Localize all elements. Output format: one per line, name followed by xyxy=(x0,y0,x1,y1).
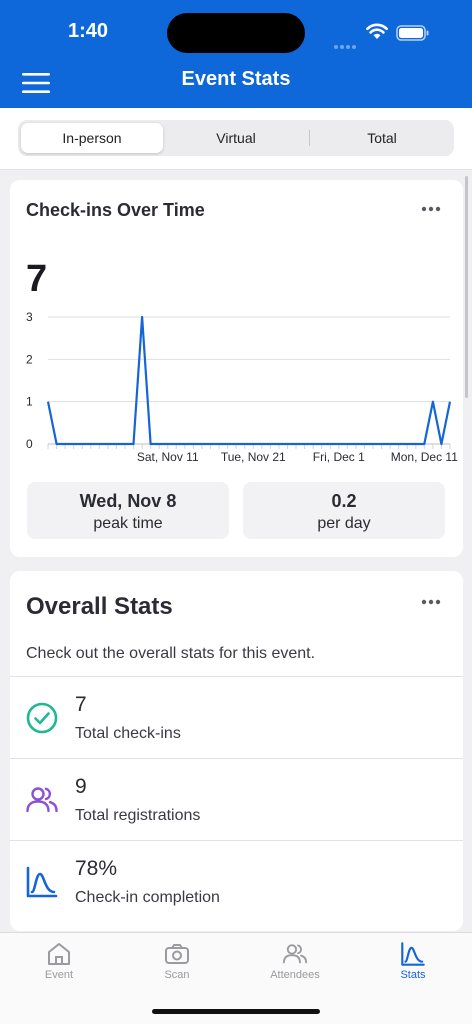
stat-label: Check-in completion xyxy=(75,889,220,906)
chart-y-tick-label: 2 xyxy=(26,352,33,366)
overall-stats-description: Check out the overall stats for this eve… xyxy=(26,645,316,662)
per-day-value: 0.2 xyxy=(331,491,357,511)
chart-y-tick-label: 1 xyxy=(26,395,33,409)
overall-stats-card: Overall Stats Check out the overall stat… xyxy=(10,571,463,931)
tab-attendees[interactable]: Attendees xyxy=(236,941,354,991)
stat-row-registrations: 9 Total registrations xyxy=(10,758,463,840)
menu-icon[interactable] xyxy=(22,72,50,94)
tab-stats[interactable]: Stats xyxy=(354,941,472,991)
status-bar: 1:40 xyxy=(0,0,472,62)
tab-scan[interactable]: Scan xyxy=(118,941,236,991)
segmented-control: In-person Virtual Total xyxy=(18,120,454,156)
chart-x-tick-label: Fri, Dec 1 xyxy=(313,450,365,464)
tab-label: Attendees xyxy=(270,969,320,981)
segment-total[interactable]: Total xyxy=(367,130,397,146)
page-title: Event Stats xyxy=(181,68,291,90)
peak-time-box: Wed, Nov 8 peak time xyxy=(27,482,229,539)
segment-in-person[interactable]: In-person xyxy=(21,123,163,153)
chart-y-tick-label: 0 xyxy=(26,437,33,451)
home-icon xyxy=(48,943,70,965)
stat-row-checkins: 7 Total check-ins xyxy=(10,676,463,758)
stat-value: 7 xyxy=(75,693,87,716)
stat-label: Total registrations xyxy=(75,807,201,824)
per-day-box: 0.2 per day xyxy=(243,482,445,539)
home-indicator xyxy=(152,1009,320,1014)
users-icon xyxy=(26,787,58,813)
checkins-card: Check-ins Over Time 7 0 1 2 3 Sat, Nov 11 Tue… xyxy=(10,180,463,557)
chart-x-tick-label: Sat, Nov 11 xyxy=(137,450,199,464)
dynamic-island xyxy=(167,13,305,53)
stat-value: 78% xyxy=(75,857,118,880)
battery-icon xyxy=(396,25,429,41)
camera-icon xyxy=(165,944,189,964)
tab-label: Stats xyxy=(400,969,426,981)
wifi-icon xyxy=(366,23,388,39)
checkins-line-chart: 0 1 2 3 Sat, Nov 11 Tue, Nov 21 Fri, Dec 1 Mon,… xyxy=(26,310,458,464)
more-options-icon[interactable] xyxy=(421,206,441,212)
checkins-total: 7 xyxy=(26,258,48,300)
segment-bar: In-person Virtual Total xyxy=(0,108,472,170)
segment-virtual[interactable]: Virtual xyxy=(216,130,256,146)
chart-icon xyxy=(26,866,58,898)
stat-label: Total check-ins xyxy=(75,725,181,742)
status-time: 1:40 xyxy=(68,20,109,42)
chart-y-tick-label: 3 xyxy=(26,310,33,324)
tab-label: Scan xyxy=(164,969,190,981)
stat-value: 9 xyxy=(75,775,87,798)
checkins-card-title: Check-ins Over Time xyxy=(26,200,205,220)
overall-stats-title: Overall Stats xyxy=(26,593,173,620)
stat-row-completion: 78% Check-in completion xyxy=(10,840,463,922)
peak-time-value: Wed, Nov 8 xyxy=(79,491,177,511)
signal-icon xyxy=(334,36,360,49)
tab-bar: Event Scan Attendees Stats xyxy=(0,932,472,1024)
chart-series-line xyxy=(46,315,452,446)
per-day-label: per day xyxy=(317,515,371,532)
segment-divider xyxy=(309,130,310,146)
tab-label: Event xyxy=(44,969,74,981)
users-icon xyxy=(282,944,308,964)
more-options-icon[interactable] xyxy=(421,599,441,605)
tab-event[interactable]: Event xyxy=(0,941,118,991)
chart-icon xyxy=(401,942,425,966)
chart-x-tick-label: Tue, Nov 21 xyxy=(221,450,286,464)
app-header: 1:40 Event Stats xyxy=(0,0,472,108)
scroll-indicator[interactable] xyxy=(465,176,468,398)
peak-time-label: peak time xyxy=(93,515,163,532)
chart-x-tick-label: Mon, Dec 11 xyxy=(391,450,458,464)
check-circle-icon xyxy=(26,702,58,734)
